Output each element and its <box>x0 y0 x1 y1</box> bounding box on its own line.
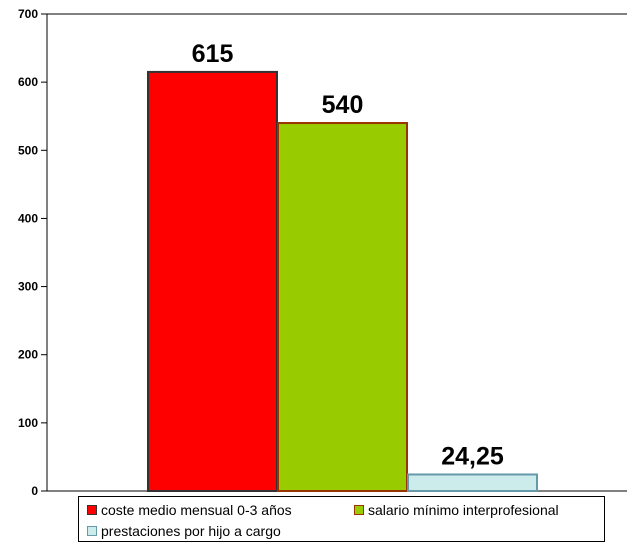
y-tick-label: 600 <box>18 75 38 89</box>
legend-swatch-coste <box>87 505 97 515</box>
y-tick-label: 300 <box>18 280 38 294</box>
y-tick-label: 500 <box>18 143 38 157</box>
bar <box>277 122 408 493</box>
legend-item-coste: coste medio mensual 0-3 años <box>87 502 292 518</box>
bar <box>407 473 538 493</box>
bar <box>147 70 278 493</box>
y-tick-label: 100 <box>18 416 38 430</box>
bar-chart: 0 100 200 300 400 500 600 700 615 540 24,25 <box>18 7 627 496</box>
legend-label-prestaciones: prestaciones por hijo a cargo <box>101 523 281 539</box>
y-tick-label: 200 <box>18 348 38 362</box>
legend-swatch-prestaciones <box>87 526 97 536</box>
legend-label-salario: salario mínimo interprofesional <box>368 502 559 518</box>
legend-item-salario: salario mínimo interprofesional <box>354 502 559 518</box>
legend-item-prestaciones: prestaciones por hijo a cargo <box>87 523 281 539</box>
legend-label-coste: coste medio mensual 0-3 años <box>101 502 292 518</box>
legend: coste medio mensual 0-3 años salario mín… <box>78 496 605 542</box>
legend-swatch-salario <box>354 505 364 515</box>
y-tick-label: 700 <box>18 7 38 21</box>
y-tick-label: 0 <box>31 484 38 496</box>
data-label: 24,25 <box>441 442 504 470</box>
data-label: 540 <box>322 91 364 119</box>
y-tick-label: 400 <box>18 211 38 225</box>
data-label: 615 <box>192 40 234 68</box>
